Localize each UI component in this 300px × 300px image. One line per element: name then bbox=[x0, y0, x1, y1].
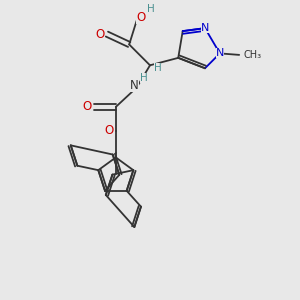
Text: H: H bbox=[140, 73, 148, 83]
Text: O: O bbox=[82, 100, 91, 113]
Text: O: O bbox=[136, 11, 146, 24]
Text: N: N bbox=[216, 48, 224, 59]
Text: H: H bbox=[147, 4, 154, 14]
Text: O: O bbox=[96, 28, 105, 40]
Text: N: N bbox=[130, 79, 139, 92]
Text: H: H bbox=[154, 63, 161, 73]
Text: N: N bbox=[201, 23, 209, 33]
Text: O: O bbox=[105, 124, 114, 137]
Text: CH₃: CH₃ bbox=[244, 50, 262, 60]
